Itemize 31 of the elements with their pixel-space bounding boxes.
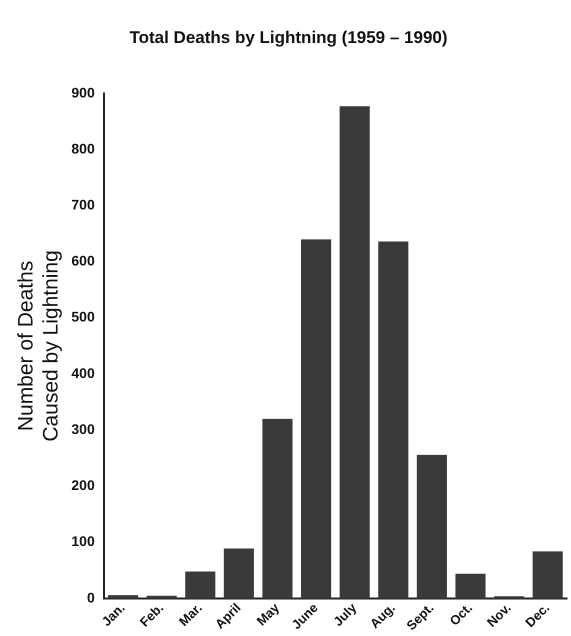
bar xyxy=(340,106,370,598)
y-tick-label: 100 xyxy=(71,533,95,550)
bar xyxy=(262,418,293,598)
x-tick-label: Feb. xyxy=(136,600,166,630)
y-tick-label: 200 xyxy=(71,477,95,494)
x-tick-label: May xyxy=(254,600,283,629)
bar xyxy=(185,572,216,598)
x-tick-label: Oct. xyxy=(446,600,476,629)
bar xyxy=(108,595,138,598)
y-tick-label: 600 xyxy=(71,252,95,269)
x-tick-label: Jan. xyxy=(98,600,128,630)
bar xyxy=(455,574,486,598)
y-axis-title: Number of Deaths Caused by Lightning xyxy=(14,250,63,442)
bar xyxy=(416,454,447,598)
x-tick-label: Aug. xyxy=(366,600,398,632)
bar xyxy=(378,242,408,598)
y-tick-label: 800 xyxy=(71,140,95,156)
x-tick-label: Dec. xyxy=(522,600,552,630)
x-tick-label: Mar. xyxy=(176,600,205,630)
y-tick-label: 400 xyxy=(71,364,95,381)
bar xyxy=(146,596,177,598)
x-tick-label: Nov. xyxy=(484,600,514,630)
y-tick-label: 500 xyxy=(71,308,95,325)
y-tick-label: 900 xyxy=(71,84,95,100)
y-tick-label: 700 xyxy=(71,196,95,213)
chart-title: Total Deaths by Lightning (1959 – 1990) xyxy=(129,28,448,47)
bar xyxy=(224,548,254,598)
y-tick-label: 300 xyxy=(71,420,95,437)
bar xyxy=(301,239,332,598)
bar xyxy=(532,551,563,598)
y-tick-label: 0 xyxy=(86,589,95,606)
